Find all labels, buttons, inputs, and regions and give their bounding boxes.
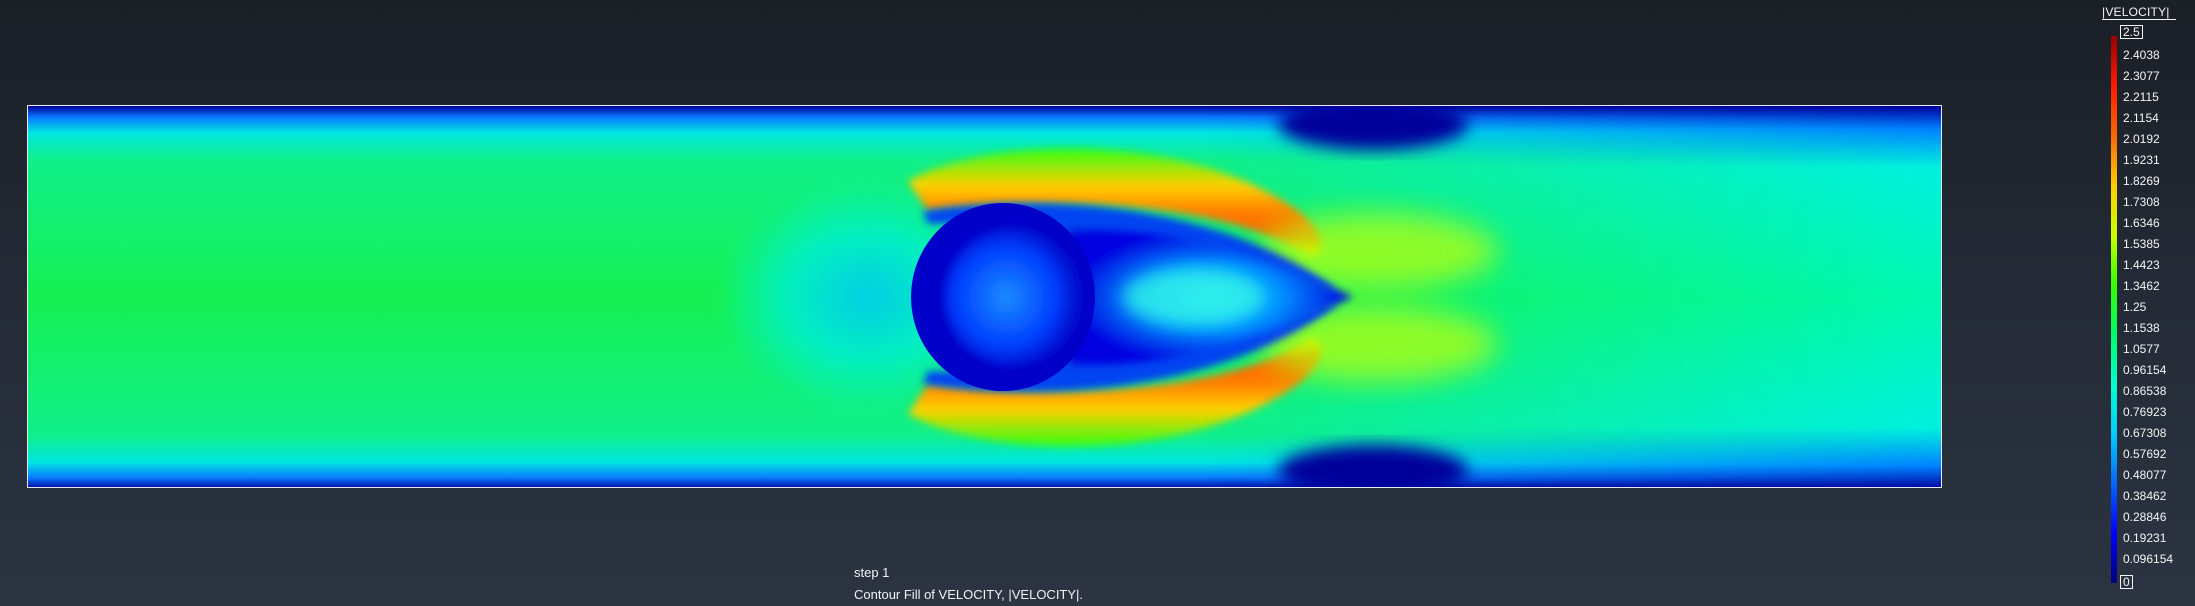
legend-max-value[interactable]: 2.5 <box>2120 25 2143 39</box>
contour-fill-graphic <box>28 106 1941 487</box>
legend-tick-label: 0.86538 <box>2123 384 2167 398</box>
legend-title-underline <box>2102 19 2176 20</box>
legend-tick-label: 0.19231 <box>2123 531 2167 545</box>
legend-tick-label: 1.9231 <box>2123 153 2160 167</box>
legend-tick-label: 0.67308 <box>2123 426 2167 440</box>
legend-tick-label: 0.28846 <box>2123 510 2167 524</box>
legend-tick-label: 1.25 <box>2123 300 2147 314</box>
legend-tick-label: 1.3462 <box>2123 279 2160 293</box>
legend-tick-label: 1.4423 <box>2123 258 2160 272</box>
legend-tick-label: 1.6346 <box>2123 216 2160 230</box>
legend-color-bar <box>2111 36 2117 583</box>
legend-tick-label: 2.4038 <box>2123 48 2160 62</box>
legend-tick-label: 2.2115 <box>2123 90 2159 104</box>
legend-tick-label: 0.48077 <box>2123 468 2167 482</box>
legend-tick-label: 2.3077 <box>2123 69 2160 83</box>
legend-tick-label: 1.1538 <box>2123 321 2160 335</box>
legend-tick-label: 0.96154 <box>2123 363 2167 377</box>
velocity-contour-plot[interactable] <box>27 105 1942 488</box>
legend-tick-label: 0.57692 <box>2123 447 2167 461</box>
legend-tick-label: 1.5385 <box>2123 237 2160 251</box>
legend-tick-label: 0.096154 <box>2123 552 2174 566</box>
legend-tick-label: 0.38462 <box>2123 489 2167 503</box>
legend-tick-label: 1.8269 <box>2123 174 2160 188</box>
legend-min-value[interactable]: 0 <box>2120 575 2133 589</box>
contour-description: Contour Fill of VELOCITY, |VELOCITY|. <box>854 587 1084 602</box>
legend-tick-label: 1.7308 <box>2123 195 2160 209</box>
legend-tick-label: 0.76923 <box>2123 405 2167 419</box>
legend-tick-label: 2.0192 <box>2123 132 2160 146</box>
legend-tick-label: 2.1154 <box>2123 111 2159 125</box>
step-label: step 1 <box>854 565 890 580</box>
legend-tick-label: 1.0577 <box>2123 342 2160 356</box>
legend-title: |VELOCITY| <box>2102 5 2170 19</box>
